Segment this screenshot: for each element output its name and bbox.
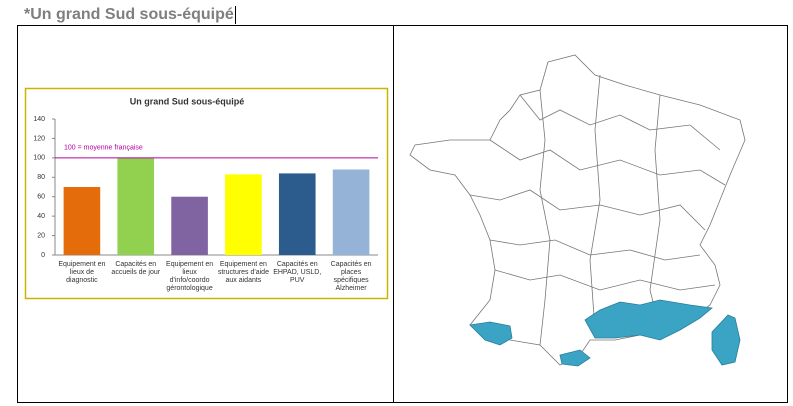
x-tick-label: Capacités en accueils de jour [111, 261, 161, 276]
bar [171, 196, 208, 255]
x-tick-label: Equipement en lieux d'info/coordo géront… [166, 261, 214, 292]
bar [332, 169, 370, 255]
y-tick-label: 20 [37, 232, 45, 239]
bar [117, 157, 155, 255]
highlighted-department [711, 314, 741, 366]
y-tick-label: 140 [33, 116, 45, 123]
bar [278, 173, 316, 255]
x-tick-label: Capacités en EHPAD, USLD, PUV [273, 261, 322, 284]
highlighted-department [469, 321, 513, 346]
x-tick-label: Capacités en places spécifiques Alzheime… [330, 261, 372, 292]
department-borders [469, 74, 726, 346]
y-tick-label: 100 [33, 155, 45, 162]
heading: *Un grand Sud sous-équipé [24, 6, 236, 24]
y-tick-label: 80 [37, 174, 45, 181]
chart-title: Un grand Sud sous-équipé [130, 96, 245, 106]
highlighted-department [584, 299, 713, 341]
bar [225, 174, 262, 255]
y-tick-label: 60 [37, 194, 45, 201]
y-tick-label: 0 [41, 252, 45, 259]
table-border [17, 25, 788, 403]
y-tick-label: 40 [37, 213, 45, 220]
highlighted-department [559, 349, 591, 367]
france-map [409, 54, 746, 367]
x-tick-label: Equipement en structures d'aide aux aida… [217, 261, 269, 284]
bar [63, 187, 101, 255]
reference-label: 100 = moyenne française [64, 145, 143, 152]
y-tick-label: 120 [33, 135, 45, 142]
x-tick-label: Equipement en lieux de diagnostic [58, 261, 106, 284]
